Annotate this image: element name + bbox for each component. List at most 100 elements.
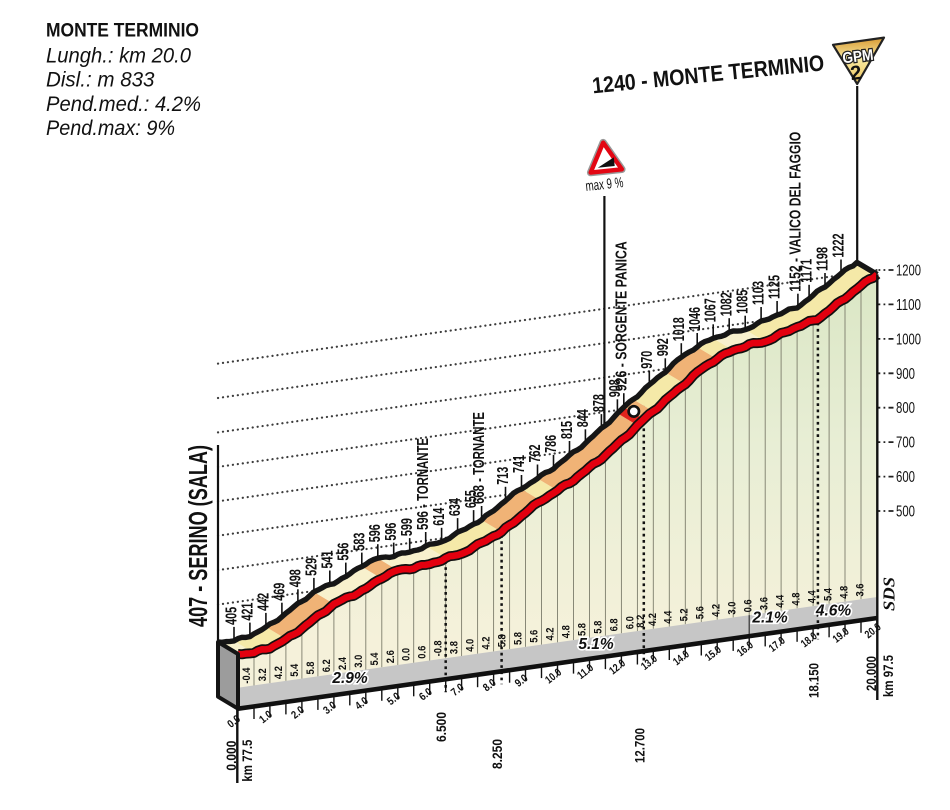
svg-text:0.0: 0.0: [401, 648, 413, 661]
svg-text:0.000: 0.000: [223, 740, 239, 770]
svg-text:Disl.: m 833: Disl.: m 833: [46, 69, 155, 92]
svg-text:5.2: 5.2: [679, 608, 691, 621]
svg-text:1222: 1222: [831, 234, 848, 258]
svg-text:4.2: 4.2: [545, 628, 557, 641]
svg-text:992: 992: [655, 338, 672, 356]
svg-text:926 - SORGENTE PANICA: 926 - SORGENTE PANICA: [613, 241, 630, 391]
svg-text:908: 908: [607, 379, 624, 397]
svg-text:498: 498: [287, 569, 304, 587]
svg-text:844: 844: [575, 409, 592, 427]
svg-text:970: 970: [639, 351, 656, 369]
svg-text:20.000: 20.000: [863, 656, 879, 691]
svg-text:MONTE TERMINIO: MONTE TERMINIO: [46, 21, 199, 42]
svg-text:596 - TORNANTE: 596 - TORNANTE: [415, 438, 432, 530]
svg-text:1198: 1198: [815, 247, 832, 271]
svg-text:3.2: 3.2: [257, 668, 269, 681]
svg-text:878: 878: [591, 394, 608, 412]
svg-text:4.4: 4.4: [807, 590, 819, 604]
svg-text:0.6: 0.6: [417, 646, 429, 659]
svg-text:700: 700: [896, 435, 915, 452]
svg-text:5.8: 5.8: [592, 621, 604, 634]
svg-text:km 77.5: km 77.5: [239, 739, 255, 781]
svg-text:1000: 1000: [896, 331, 921, 348]
svg-text:8.2: 8.2: [635, 615, 647, 628]
svg-text:max 9 %: max 9 %: [585, 175, 625, 195]
svg-text:4.8: 4.8: [791, 593, 803, 606]
svg-text:529: 529: [303, 558, 320, 576]
svg-text:1103: 1103: [751, 281, 768, 305]
svg-text:1100: 1100: [896, 297, 921, 314]
svg-text:1018: 1018: [671, 317, 688, 341]
svg-text:SDS: SDS: [880, 577, 899, 611]
svg-text:Pend.med.: 4.2%: Pend.med.: 4.2%: [46, 93, 201, 116]
svg-text:4.2: 4.2: [711, 604, 723, 617]
svg-text:1200: 1200: [896, 263, 921, 280]
svg-text:634: 634: [447, 498, 464, 516]
svg-text:655: 655: [463, 490, 480, 508]
svg-text:815: 815: [559, 421, 576, 439]
svg-text:12.700: 12.700: [631, 728, 647, 763]
svg-text:2.6: 2.6: [385, 650, 397, 663]
svg-text:4.8: 4.8: [561, 625, 573, 638]
svg-text:5.8: 5.8: [577, 623, 589, 636]
svg-text:469: 469: [271, 582, 288, 600]
svg-text:6.0: 6.0: [624, 616, 636, 629]
svg-text:4.0: 4.0: [465, 639, 477, 652]
svg-text:6.8: 6.8: [608, 618, 620, 631]
svg-text:1067: 1067: [703, 298, 720, 322]
svg-text:1046: 1046: [687, 307, 704, 331]
svg-text:614: 614: [431, 508, 448, 526]
svg-text:4.2: 4.2: [273, 666, 285, 679]
svg-text:4.8: 4.8: [839, 586, 851, 599]
svg-text:6.2: 6.2: [321, 659, 333, 672]
svg-text:786: 786: [543, 435, 560, 453]
svg-text:1152 - VALICO DEL FAGGIO: 1152 - VALICO DEL FAGGIO: [787, 132, 804, 292]
svg-text:18.150: 18.150: [805, 663, 821, 698]
svg-text:3.8: 3.8: [449, 641, 461, 654]
svg-text:421: 421: [239, 602, 256, 620]
svg-text:541: 541: [319, 550, 336, 568]
svg-text:3.6: 3.6: [854, 584, 866, 597]
svg-text:4.6%: 4.6%: [815, 603, 852, 620]
svg-text:3.0: 3.0: [353, 655, 365, 668]
svg-text:Pend.max: 9%: Pend.max: 9%: [46, 117, 175, 140]
svg-text:2.1%: 2.1%: [751, 610, 788, 627]
svg-text:596: 596: [367, 524, 384, 542]
svg-text:583: 583: [351, 532, 368, 550]
svg-text:596: 596: [383, 522, 400, 540]
svg-text:442: 442: [255, 593, 272, 611]
svg-text:5.4: 5.4: [369, 652, 381, 666]
svg-text:762: 762: [527, 445, 544, 463]
svg-text:km 97.5: km 97.5: [880, 655, 896, 697]
svg-text:500: 500: [896, 504, 915, 521]
svg-text:4.4: 4.4: [663, 610, 675, 624]
svg-text:5.4: 5.4: [289, 663, 301, 677]
svg-text:5.8: 5.8: [305, 662, 317, 675]
svg-text:741: 741: [511, 455, 528, 473]
svg-text:407 - SERINO (SALA): 407 - SERINO (SALA): [183, 445, 213, 627]
svg-text:600: 600: [896, 469, 915, 486]
svg-text:1082: 1082: [719, 292, 736, 316]
svg-text:2.4: 2.4: [337, 656, 349, 670]
svg-text:668 - TORNANTE: 668 - TORNANTE: [471, 412, 488, 504]
svg-text:599: 599: [399, 518, 416, 536]
svg-text:2.9%: 2.9%: [331, 670, 368, 687]
svg-text:1085: 1085: [735, 289, 752, 313]
svg-text:4.2: 4.2: [481, 637, 493, 650]
svg-text:-0.8: -0.8: [433, 640, 445, 656]
svg-text:4.4: 4.4: [775, 594, 787, 608]
svg-text:1125: 1125: [767, 275, 784, 299]
svg-text:5.8: 5.8: [497, 634, 509, 647]
svg-text:5.4: 5.4: [823, 587, 835, 601]
svg-text:8.250: 8.250: [489, 739, 505, 769]
svg-text:405: 405: [224, 607, 241, 625]
svg-text:1171: 1171: [799, 259, 816, 283]
svg-text:5.8: 5.8: [513, 632, 525, 645]
svg-text:2: 2: [849, 62, 863, 85]
svg-text:556: 556: [335, 542, 352, 560]
svg-text:0.6: 0.6: [743, 599, 755, 612]
svg-text:800: 800: [896, 400, 915, 417]
svg-text:Lungh.: km 20.0: Lungh.: km 20.0: [46, 45, 191, 68]
svg-text:3.6: 3.6: [759, 597, 771, 610]
svg-text:5.6: 5.6: [529, 630, 541, 643]
